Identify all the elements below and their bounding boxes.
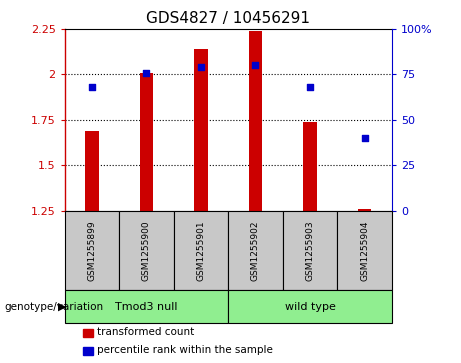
Text: GSM1255904: GSM1255904 [360,220,369,281]
Bar [140,73,153,211]
Text: genotype/variation: genotype/variation [5,302,104,312]
Text: GSM1255902: GSM1255902 [251,220,260,281]
Text: percentile rank within the sample: percentile rank within the sample [97,345,273,355]
Point [88,84,95,90]
Bar [174,211,228,290]
Text: Tmod3 null: Tmod3 null [115,302,177,312]
Point [306,84,313,90]
Bar [228,290,392,323]
Point [361,135,368,141]
Point [197,64,205,70]
Bar [283,211,337,290]
Bar [248,31,262,211]
Text: transformed count: transformed count [97,327,194,337]
Bar [194,49,208,211]
Bar [65,211,119,290]
Text: ▶: ▶ [58,302,66,312]
Text: GSM1255899: GSM1255899 [87,220,96,281]
Title: GDS4827 / 10456291: GDS4827 / 10456291 [146,12,310,26]
Text: GSM1255903: GSM1255903 [306,220,314,281]
Text: GSM1255900: GSM1255900 [142,220,151,281]
Bar [358,209,372,211]
Bar [65,290,228,323]
Bar [337,211,392,290]
Point [252,62,259,68]
Bar [303,122,317,211]
Point [142,70,150,76]
Text: wild type: wild type [284,302,336,312]
Text: GSM1255901: GSM1255901 [196,220,206,281]
Bar [85,131,99,211]
Bar [228,211,283,290]
Bar [119,211,174,290]
